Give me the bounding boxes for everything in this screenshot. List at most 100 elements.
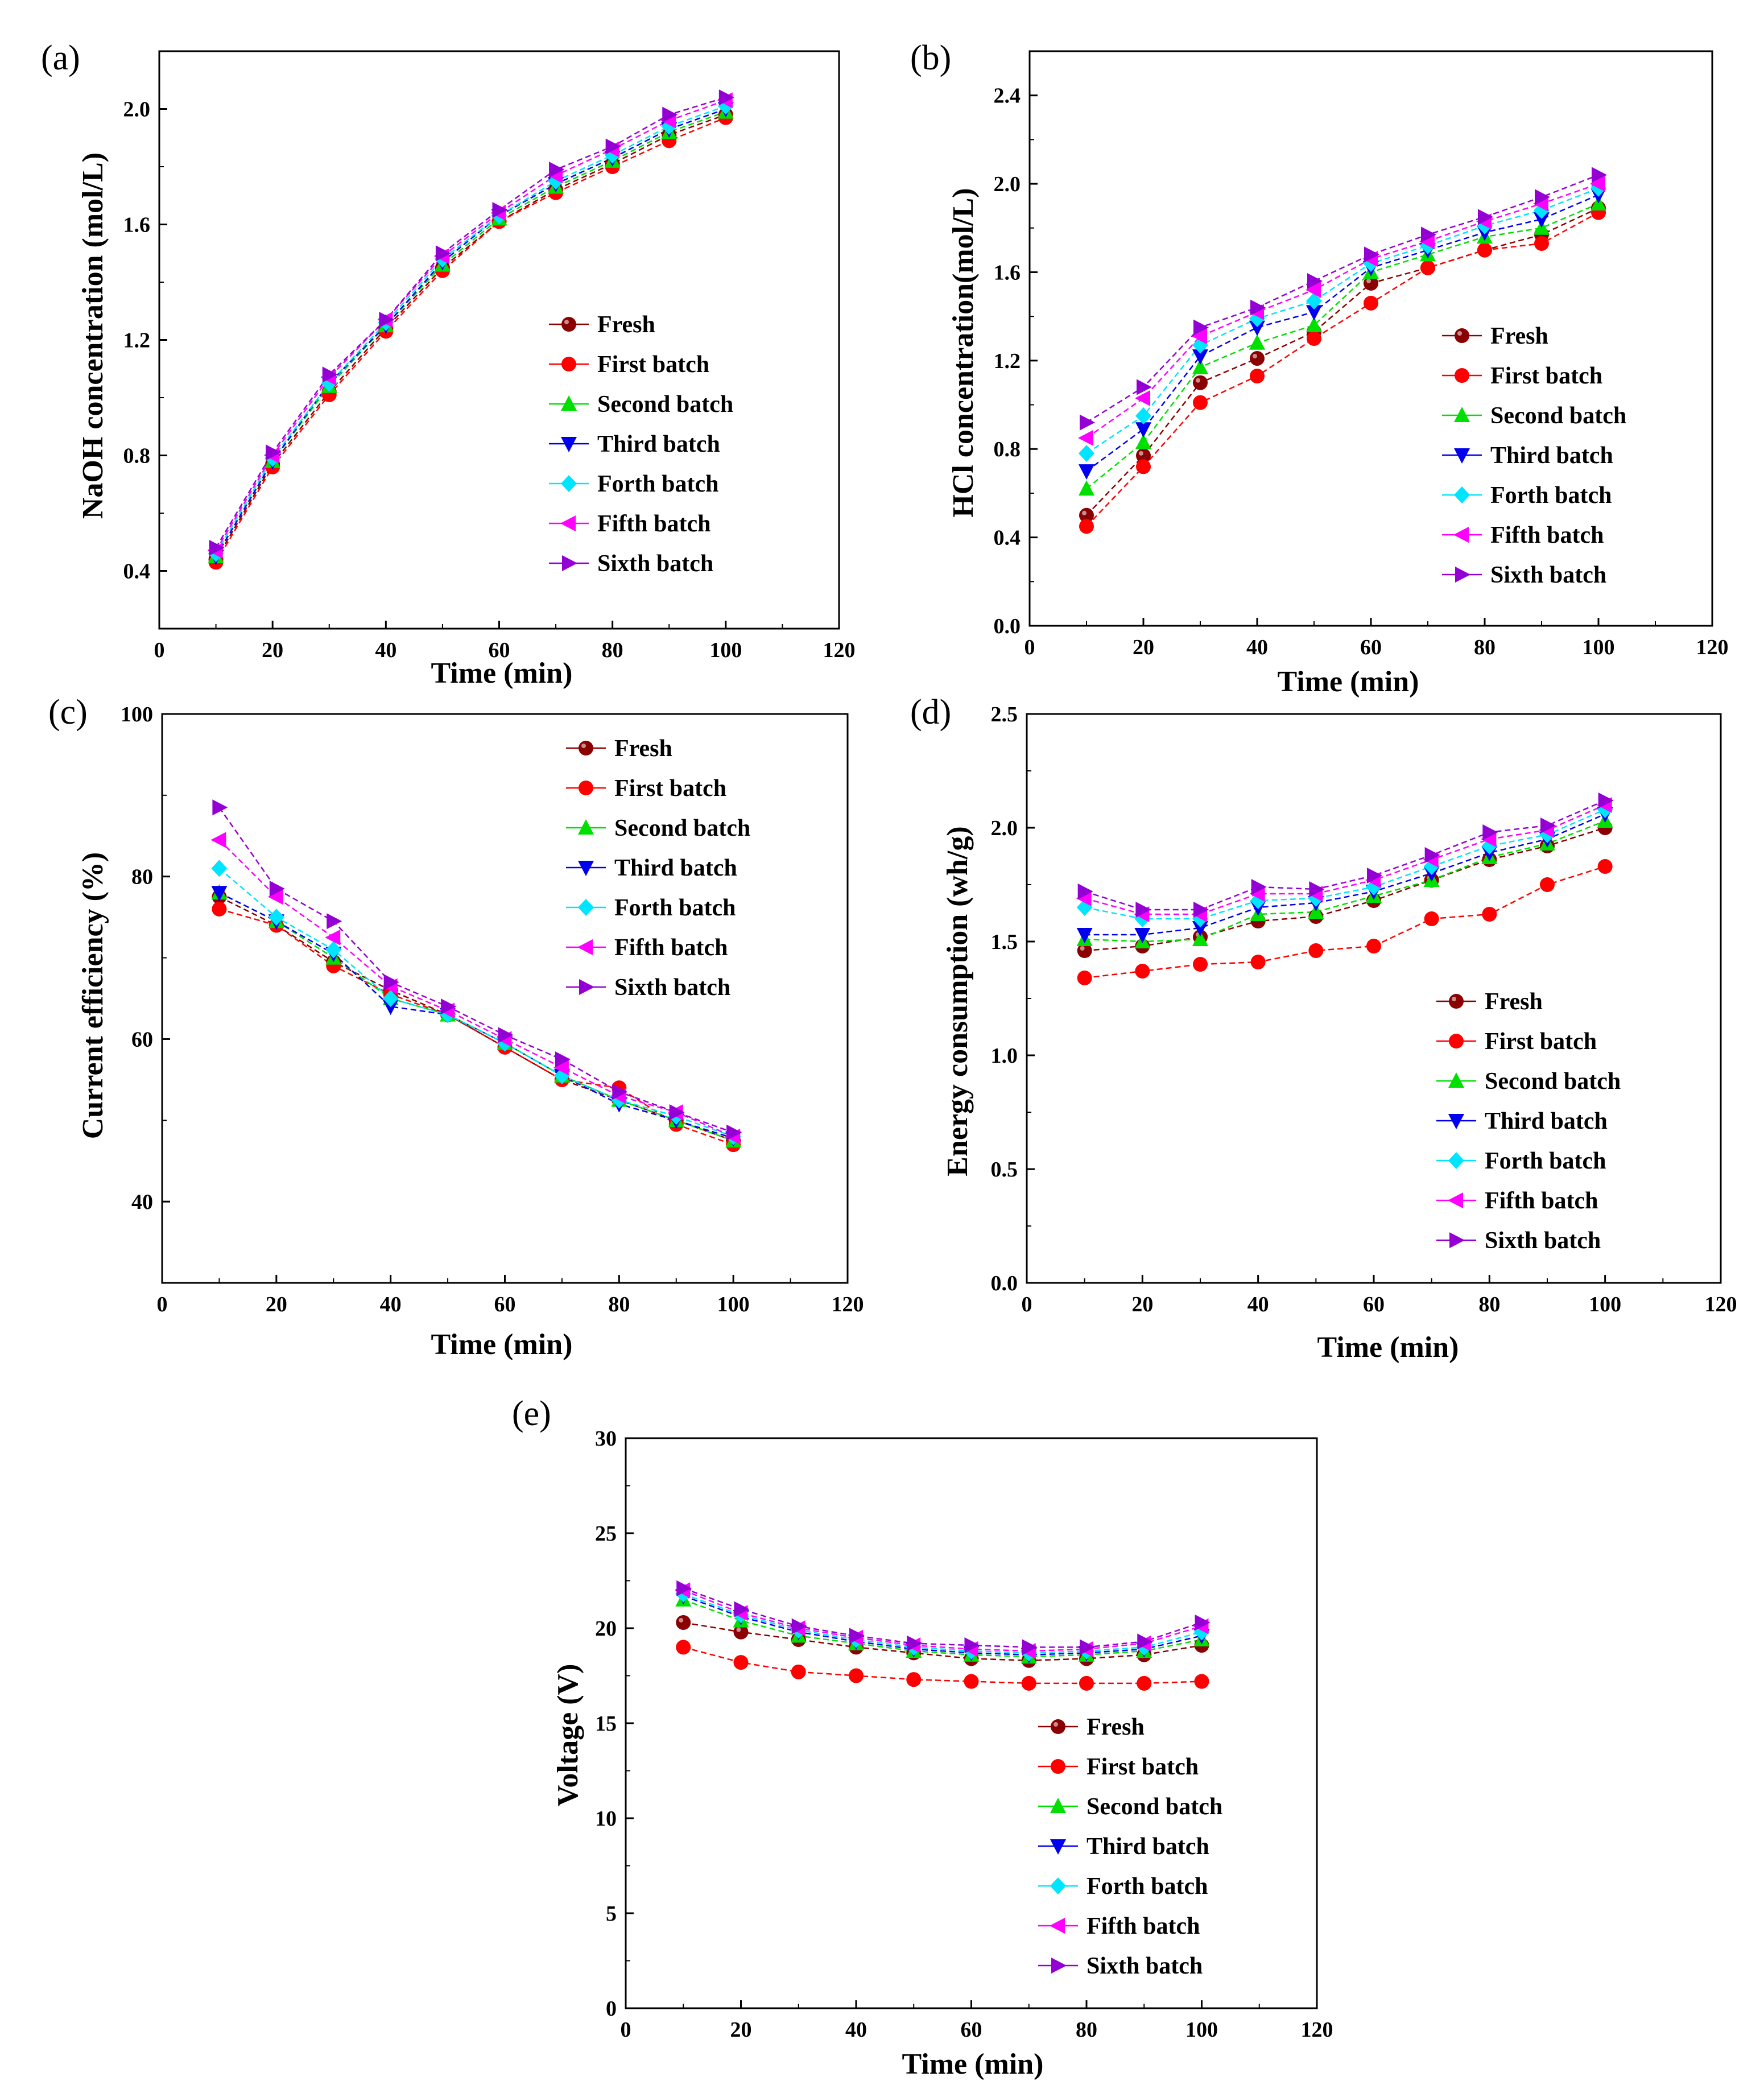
series-line-e-third-batch (683, 1595, 1202, 1656)
data-point-d-sixth-batch (1251, 879, 1267, 895)
y-tick-label-e: 10 (595, 1807, 617, 1831)
series-line-a-first-batch (215, 117, 726, 563)
data-point-b-fresh-highlight (1139, 451, 1143, 456)
legend-marker-e (1051, 1719, 1065, 1734)
legend-label-c: Fifth batch (614, 935, 728, 961)
data-point-d-second-batch (1192, 931, 1208, 946)
series-line-b-sixth-batch (1086, 174, 1599, 423)
data-point-a-sixth-batch (379, 311, 395, 328)
data-point-b-first-batch (1307, 331, 1321, 346)
legend-marker-c (577, 939, 593, 955)
legend-marker-e (1051, 1759, 1065, 1774)
series-line-b-fresh (1086, 207, 1599, 516)
legend-label-e: First batch (1087, 1754, 1199, 1780)
y-tick-label-d: 0.0 (991, 1272, 1018, 1295)
y-tick-label-a: 0.8 (123, 444, 151, 468)
data-point-b-sixth-batch (1080, 414, 1095, 431)
legend-marker-a (561, 317, 576, 332)
legend-label-d: Second batch (1485, 1068, 1621, 1095)
y-axis-title-c: Current efficiency (%) (77, 852, 109, 1139)
data-point-b-fresh-highlight (1253, 353, 1257, 358)
legend-marker-e (1050, 1877, 1066, 1894)
legend-label-c: Forth batch (614, 895, 736, 921)
data-point-b-first-batch (1420, 260, 1435, 275)
legend-marker-b (1454, 486, 1470, 503)
series-line-c-forth-batch (218, 868, 734, 1138)
data-point-b-fifth-batch (1135, 390, 1150, 406)
x-tick-label-b: 0 (1024, 635, 1035, 659)
data-point-b-sixth-batch (1478, 209, 1493, 225)
legend-c: Fresh First batch Second batch Third batch F… (566, 736, 750, 1001)
data-point-b-sixth-batch (1137, 379, 1152, 395)
legend-label-b: Third batch (1490, 443, 1613, 469)
legend-marker-e-highlight (1054, 1722, 1058, 1727)
data-point-d-sixth-batch (1598, 792, 1614, 808)
panel-label-c: (c) (48, 693, 88, 732)
data-point-b-sixth-batch (1307, 273, 1323, 289)
x-tick-label-b: 120 (1696, 635, 1729, 659)
data-point-a-sixth-batch (492, 202, 508, 218)
data-point-b-third-batch (1192, 349, 1208, 365)
series-line-d-sixth-batch (1084, 799, 1606, 911)
x-tick-label-c: 60 (494, 1293, 516, 1316)
x-tick-label-e: 40 (845, 2018, 867, 2042)
legend-label-d: Forth batch (1485, 1148, 1606, 1174)
x-tick-label-d: 60 (1363, 1293, 1385, 1316)
data-point-c-sixth-batch (612, 1084, 628, 1100)
series-line-b-second-batch (1086, 203, 1599, 490)
data-point-a-sixth-batch (322, 366, 338, 383)
y-tick-label-e: 5 (606, 1902, 617, 1926)
data-point-d-sixth-batch (1193, 902, 1209, 918)
legend-label-c: Third batch (614, 855, 737, 881)
x-axis-title-b: Time (min) (1278, 666, 1419, 698)
data-point-c-forth-batch (268, 909, 284, 926)
data-point-e-sixth-batch (849, 1628, 865, 1644)
series-line-a-third-batch (215, 108, 726, 557)
data-point-b-fresh (1193, 375, 1208, 390)
x-tick-label-b: 100 (1583, 635, 1615, 659)
legend-label-c: Fresh (614, 736, 672, 762)
panel-label-d: (d) (910, 693, 951, 732)
legend-label-e: Third batch (1087, 1834, 1209, 1860)
data-point-e-first-batch (849, 1668, 864, 1683)
data-point-a-sixth-batch (605, 138, 621, 155)
legend-label-d: First batch (1485, 1029, 1597, 1055)
legend-marker-b (1454, 448, 1470, 464)
legend-label-b: Fifth batch (1490, 522, 1604, 548)
chart-panel-d: (d) Time (min) Energy consumption (wh/g)… (910, 693, 1737, 1364)
data-point-d-sixth-batch (1135, 902, 1151, 918)
x-tick-label-b: 20 (1133, 635, 1154, 659)
legend-label-e: Forth batch (1087, 1873, 1208, 1900)
legend-marker-d-highlight (1452, 997, 1456, 1001)
x-tick-label-e: 100 (1185, 2018, 1218, 2042)
legend-marker-d (1449, 1232, 1465, 1248)
legend-marker-e (1050, 1798, 1066, 1813)
data-point-c-sixth-batch (383, 974, 399, 990)
x-tick-label-c: 20 (266, 1293, 287, 1316)
data-point-e-sixth-batch (676, 1580, 692, 1596)
data-point-d-sixth-batch (1309, 881, 1325, 897)
legend-marker-b-highlight (1457, 331, 1462, 336)
data-point-e-fresh-highlight (736, 1627, 741, 1632)
data-point-b-third-batch (1534, 212, 1550, 228)
legend-label-a: First batch (597, 352, 709, 378)
data-point-b-first-batch (1079, 519, 1094, 534)
series-line-e-sixth-batch (683, 1587, 1202, 1648)
series-line-e-fifth-batch (683, 1590, 1202, 1652)
legend-marker-a-highlight (564, 320, 569, 324)
legend-marker-d (1449, 994, 1464, 1009)
y-tick-label-e: 25 (595, 1522, 617, 1546)
data-point-b-second-batch (1079, 480, 1094, 496)
data-point-b-sixth-batch (1592, 167, 1607, 183)
data-point-d-third-batch (1076, 928, 1093, 943)
x-tick-label-a: 120 (823, 638, 856, 662)
y-tick-label-b: 0.8 (994, 437, 1021, 461)
series-line-d-second-batch (1084, 820, 1606, 943)
data-point-d-first-batch (1308, 943, 1324, 958)
y-tick-label-e: 30 (595, 1427, 617, 1451)
panel-label-b: (b) (910, 39, 951, 77)
x-tick-label-a: 40 (375, 638, 396, 662)
y-tick-label-c: 80 (131, 865, 153, 889)
legend-marker-e (1050, 1918, 1065, 1934)
